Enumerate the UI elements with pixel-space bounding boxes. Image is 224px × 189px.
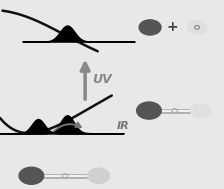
Ellipse shape bbox=[18, 167, 44, 185]
FancyArrowPatch shape bbox=[54, 122, 81, 131]
Ellipse shape bbox=[190, 103, 211, 118]
Ellipse shape bbox=[138, 19, 162, 36]
Ellipse shape bbox=[87, 167, 110, 184]
Text: +: + bbox=[167, 20, 178, 34]
Text: IR: IR bbox=[116, 121, 129, 131]
Text: UV: UV bbox=[92, 73, 112, 86]
Ellipse shape bbox=[136, 101, 162, 120]
Ellipse shape bbox=[187, 20, 207, 34]
